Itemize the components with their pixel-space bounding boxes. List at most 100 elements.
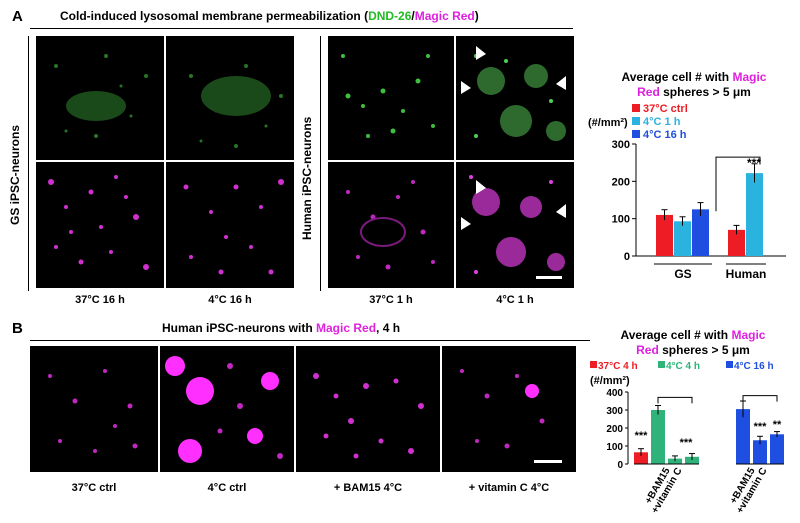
bar-a-0-1: [674, 221, 691, 256]
micrograph-gs-4c-magenta: [166, 162, 294, 288]
bar-b-1-2: [770, 434, 784, 464]
micrograph-gs-37c-magenta: [36, 162, 164, 288]
panel-letter-b: B: [12, 320, 23, 337]
sig-label-b-1-0: ***: [754, 421, 768, 433]
bar-a-1-0: [728, 229, 745, 256]
chart-a-ytick-label-2: 200: [612, 176, 630, 188]
caption-a-4: 4°C 1 h: [496, 294, 534, 306]
bar-b-0-3: [685, 456, 699, 464]
chart-b-ytick-label-2: 200: [606, 424, 623, 435]
panel-a-title-prefix: Cold-induced lysosomal membrane permeabi…: [60, 9, 369, 23]
panel-a-title-suffix: ): [474, 9, 479, 23]
panel-letter-a: A: [12, 8, 23, 25]
caption-a-1: 37°C 16 h: [75, 294, 125, 306]
caption-a-3: 37°C 1 h: [369, 294, 413, 306]
chart-b-ylabel: (#/mm²): [590, 375, 630, 387]
legend-label-a-0: 37°C ctrl: [643, 103, 688, 115]
chart-a-title-magic: Magic: [732, 70, 767, 84]
panel-b-title-suffix: , 4 h: [376, 321, 401, 335]
chart-b-title-red: Red: [636, 343, 659, 357]
chart-b-ytick-label-1: 100: [606, 442, 623, 453]
legend-label-b-2: 4°C 16 h: [734, 361, 774, 372]
sig-bracket-a: [715, 156, 761, 212]
chart-b-svg: 37°C 4 h 4°C 4 h 4°C 16 h (#/mm²) 0 100 200 300…: [590, 361, 784, 516]
micrograph-gs-4c-green: [166, 36, 294, 160]
sig-bracket-b-0: [657, 396, 693, 404]
panel-b-title-magenta: Magic Red: [316, 321, 377, 335]
group-label-a-0: GS: [674, 267, 691, 281]
micrograph-b-37c-ctrl: [30, 346, 158, 472]
chart-b-title-prefix: Average cell # with: [620, 328, 732, 342]
chart-b-title: Average cell # with Magic Red spheres > …: [590, 328, 796, 358]
bar-a-0-0: [656, 214, 673, 256]
chart-a-title-line1: Average cell # with Magic: [596, 70, 792, 85]
gs-row-bracket: [28, 36, 29, 291]
panel-a-title-rule: [30, 28, 573, 29]
chart-a-ytick-label-0: 0: [624, 251, 630, 263]
chart-a-title-line2: Red spheres > 5 μm: [596, 85, 792, 100]
chart-b-title-line1: Average cell # with Magic: [590, 328, 796, 343]
chart-a-title-suffix: spheres > 5 μm: [659, 85, 751, 99]
legend-label-a-1: 4°C 1 h: [643, 116, 681, 128]
panel-b-title: Human iPSC-neurons with Magic Red, 4 h: [162, 321, 400, 335]
legend-swatch-b-1: [658, 361, 665, 368]
micrograph-human-37c-green: [328, 36, 454, 160]
chart-a-title-red: Red: [637, 85, 660, 99]
gs-row-label: GS iPSC-neurons: [8, 124, 22, 225]
caption-b-3: + BAM15 4°C: [333, 482, 403, 494]
sig-bracket-b-1: [742, 395, 778, 402]
chart-a-ytick-label-3: 300: [612, 139, 630, 151]
panel-a-title-magenta: Magic Red: [414, 9, 475, 23]
legend-swatch-a-2: [632, 130, 640, 138]
panel-b-title-prefix: Human iPSC-neurons with: [162, 321, 317, 335]
sig-label-b-0-1: ***: [680, 437, 694, 449]
chart-a-title-prefix: Average cell # with: [621, 70, 733, 84]
legend-label-b-1: 4°C 4 h: [666, 361, 700, 372]
panel-a-title-sep: /: [411, 9, 415, 23]
micrograph-b-vitamin-c: [442, 346, 576, 472]
micrograph-human-4c-magenta: [456, 162, 574, 288]
sig-label-a: ***: [747, 156, 761, 170]
micrograph-gs-37c-green: [36, 36, 164, 160]
group-label-a-1: Human: [726, 267, 767, 281]
chart-a-ylabel: (#/mm²): [588, 117, 628, 129]
sig-label-b-0-0: ***: [635, 430, 649, 442]
chart-b-title-magic: Magic: [731, 328, 766, 342]
panel-a-title: Cold-induced lysosomal membrane permeabi…: [60, 9, 479, 23]
caption-b-4: + vitamin C 4°C: [468, 482, 550, 494]
legend-swatch-b-0: [590, 361, 597, 368]
bar-a-0-2: [692, 209, 709, 256]
legend-label-a-2: 4°C 16 h: [643, 129, 687, 141]
chart-b-ytick-label-3: 300: [606, 406, 623, 417]
chart-b-title-suffix: spheres > 5 μm: [658, 343, 750, 357]
bar-b-1-1: [753, 440, 767, 464]
micrograph-human-4c-green: [456, 36, 574, 160]
micrograph-b-bam15: [296, 346, 440, 472]
chart-a-ytick-label-1: 100: [612, 214, 630, 226]
legend-swatch-b-2: [726, 361, 733, 368]
panel-b-title-rule: [30, 340, 590, 341]
panel-a-title-green: DND-26: [368, 9, 412, 23]
bar-b-0-0: [634, 452, 648, 464]
sig-label-b-1-1: **: [773, 419, 782, 431]
bar-a-1-1: [746, 173, 763, 256]
legend-label-b-0: 37°C 4 h: [598, 361, 638, 372]
chart-b-ytick-label-0: 0: [617, 460, 623, 471]
chart-a: 37°C ctrl 4°C 1 h 4°C 16 h (#/mm²) 0 100 200 30…: [586, 100, 796, 300]
caption-a-2: 4°C 16 h: [208, 294, 252, 306]
micrograph-human-37c-magenta: [328, 162, 454, 288]
chart-b-title-line2: Red spheres > 5 μm: [590, 343, 796, 358]
chart-b-ytick-label-4: 400: [606, 388, 623, 399]
human-row-label: Human iPSC-neurons: [300, 116, 314, 240]
human-row-bracket: [320, 36, 321, 291]
micrograph-b-4c-ctrl: [160, 346, 294, 472]
legend-swatch-a-1: [632, 117, 640, 125]
bar-b-0-1: [651, 410, 665, 464]
chart-b: 37°C 4 h 4°C 4 h 4°C 16 h (#/mm²) 0 100 200 300…: [588, 360, 798, 518]
caption-b-2: 4°C ctrl: [207, 482, 247, 494]
legend-swatch-a-0: [632, 104, 640, 112]
chart-a-title: Average cell # with Magic Red spheres > …: [596, 70, 792, 100]
caption-b-1: 37°C ctrl: [71, 482, 117, 494]
bar-b-1-0: [736, 409, 750, 464]
